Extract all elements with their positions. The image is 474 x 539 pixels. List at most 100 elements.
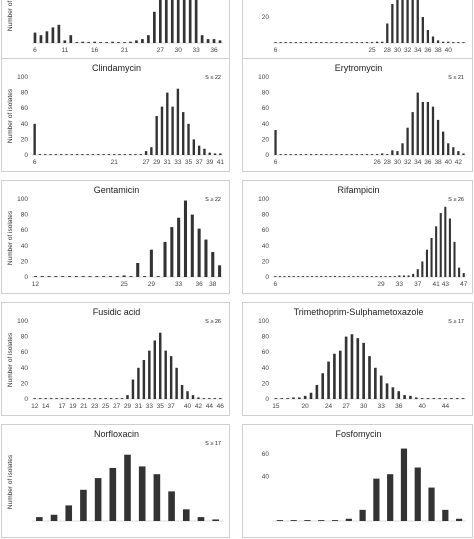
bar [284, 42, 287, 43]
x-tick-label: 29 [153, 159, 161, 166]
bar [88, 276, 92, 277]
bar [88, 398, 91, 399]
x-tick-label: 25 [102, 403, 110, 410]
bar [356, 338, 360, 399]
bar [292, 276, 295, 277]
bar [299, 154, 303, 155]
bar [49, 398, 53, 399]
bar [453, 241, 456, 277]
bar [274, 398, 278, 399]
bar-chart: Fusidic acid S ≥ 26 Number of isolates 0 20 4… [7, 307, 224, 410]
y-tick-label: 0 [24, 152, 28, 159]
bar [182, 509, 190, 521]
panel-title: Fusidic acid [93, 307, 141, 317]
bar [284, 154, 287, 155]
bar [365, 154, 369, 155]
bar [206, 39, 210, 43]
bar [180, 384, 184, 399]
x-tick-label: 33 [193, 47, 201, 54]
bar [44, 398, 47, 399]
bar [182, 112, 185, 155]
bar [315, 42, 318, 43]
bar [321, 373, 325, 399]
bar [153, 474, 161, 521]
bar-chart: Norfloxacin S ≥ 17 Number of isolates [7, 429, 223, 522]
x-tick-label: 14 [42, 403, 50, 410]
bar [98, 398, 102, 399]
bar [36, 517, 43, 521]
chart-panel: Erytromycin S ≤ 21 0 20 40 60 80 100 6 26 28 30 32 34… [242, 58, 473, 172]
x-tick-label: 12 [31, 403, 39, 410]
bar [81, 41, 85, 43]
bar [391, 4, 394, 43]
bar [350, 42, 353, 43]
bar [403, 395, 406, 399]
bar [197, 228, 201, 277]
y-axis-label: Number of isolates [7, 332, 14, 387]
bar [299, 42, 303, 43]
bar [135, 40, 138, 43]
y-tick-label: 60 [21, 105, 29, 112]
bar [150, 147, 153, 155]
bar [325, 154, 328, 155]
bar [309, 392, 313, 399]
bar [156, 276, 160, 277]
bar [117, 42, 120, 43]
bar [97, 154, 100, 155]
y-tick-label: 80 [21, 90, 29, 97]
y-tick-label: 100 [258, 196, 269, 203]
breakpoint-label: S ≥ 17 [448, 319, 464, 325]
x-tick-label: 19 [69, 403, 77, 410]
bar [126, 395, 129, 399]
y-tick-label: 80 [21, 212, 29, 219]
bar [431, 36, 435, 43]
bar [359, 509, 366, 521]
chart-panel: Fusidic acid S ≥ 26 Number of isolates 0 20 4… [1, 302, 230, 416]
bar [60, 398, 64, 399]
bar [149, 249, 153, 277]
bar [411, 0, 414, 43]
bar [375, 276, 378, 277]
bar [67, 276, 72, 277]
bar [428, 487, 435, 521]
bar [409, 395, 412, 399]
x-tick-label: 41 [433, 281, 441, 288]
bar [335, 154, 338, 155]
bar [49, 154, 52, 155]
bar-chart: Gentamicin S ≥ 22 Number of isolates 0 20 40 6… [7, 185, 223, 288]
bar [386, 154, 389, 155]
bar [461, 398, 465, 399]
chart-panel: Trimethoprim-Sulphametoxazole S ≥ 17 0 20 40… [242, 302, 473, 416]
bar [396, 0, 399, 43]
x-tick-label: 31 [164, 159, 172, 166]
bar [75, 154, 79, 155]
bar [142, 360, 146, 399]
bar [457, 42, 460, 43]
bar [420, 398, 424, 399]
bar [436, 119, 440, 155]
bar [47, 276, 51, 277]
x-tick-label: 27 [113, 403, 121, 410]
bar [102, 154, 105, 155]
breakpoint-label: S ≥ 17 [205, 441, 221, 447]
bar [338, 350, 342, 399]
y-tick-label: 100 [17, 196, 28, 203]
y-axis-label: Number of isolates [7, 210, 14, 265]
bar [276, 520, 283, 521]
bar [137, 367, 140, 399]
x-tick-label: 30 [360, 403, 368, 410]
x-tick-label: 34 [414, 159, 422, 166]
x-tick-label: 29 [148, 281, 156, 288]
bar [278, 276, 281, 277]
bar [398, 275, 401, 277]
bar [153, 11, 156, 43]
bar [462, 153, 465, 155]
x-tick-label: 32 [404, 159, 412, 166]
bar [44, 154, 47, 155]
y-tick-label: 20 [21, 258, 29, 265]
bar [213, 153, 217, 155]
y-tick-label: 40 [21, 365, 29, 372]
bar [95, 276, 99, 277]
bar [200, 35, 204, 43]
